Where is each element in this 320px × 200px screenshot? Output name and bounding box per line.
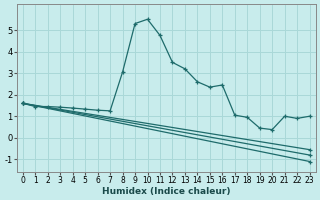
X-axis label: Humidex (Indice chaleur): Humidex (Indice chaleur) <box>102 187 230 196</box>
